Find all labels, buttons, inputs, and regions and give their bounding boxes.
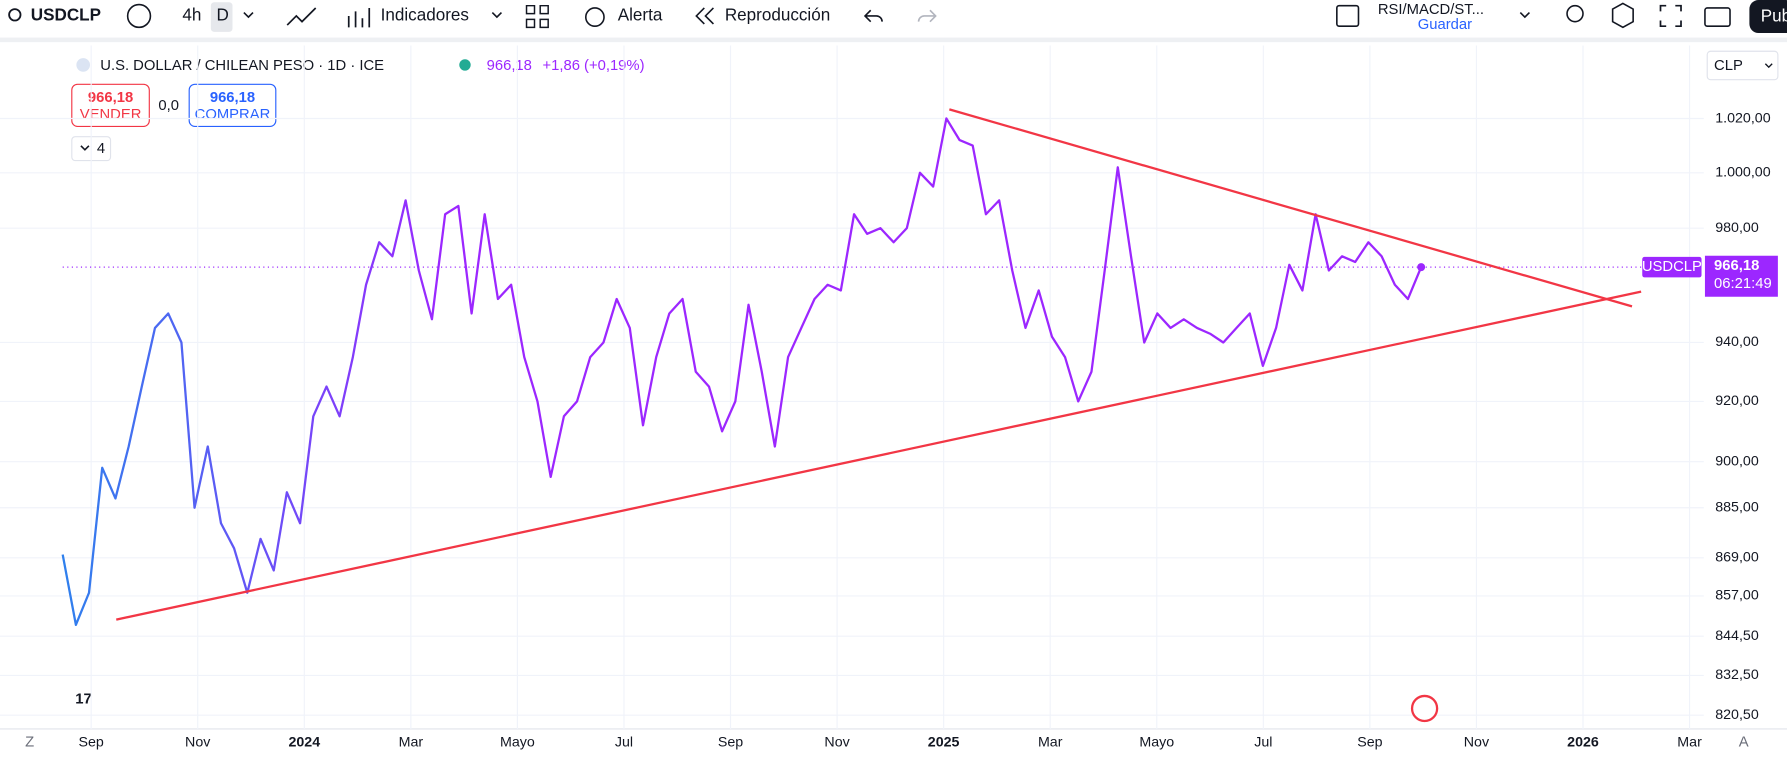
add-symbol[interactable] xyxy=(126,3,152,29)
x-tick-label: Sep xyxy=(718,734,743,750)
undo[interactable] xyxy=(863,9,883,23)
y-tick-label: 820,50 xyxy=(1715,707,1759,723)
x-tick-label: Sep xyxy=(79,734,104,750)
snapshot[interactable] xyxy=(1704,7,1731,27)
buy-label[interactable]: COMPRAR xyxy=(195,107,271,123)
x-tick-label: Mar xyxy=(399,734,424,750)
legend-title: U.S. DOLLAR / CHILEAN PESO · 1D · ICE xyxy=(100,58,384,74)
dropdown[interactable] xyxy=(1519,11,1530,19)
x-tick-label: 2024 xyxy=(288,734,320,750)
x-tick-label: Sep xyxy=(1357,734,1382,750)
x-tick-label: 2026 xyxy=(1567,734,1599,750)
x-tick-label: Jul xyxy=(615,734,633,750)
layouts-icon[interactable] xyxy=(525,4,549,29)
indicator-count[interactable]: 4 xyxy=(97,141,105,157)
plot: 1.020,00 1.000,00 980,00 940,00 920,00 900,00… xyxy=(0,45,1778,750)
toolbar-divider xyxy=(0,37,1787,43)
interval[interactable]: D xyxy=(217,5,229,24)
trend-line[interactable] xyxy=(116,290,1642,621)
replay-icon[interactable] xyxy=(695,7,714,25)
y-tick-label: 844,50 xyxy=(1715,628,1759,644)
symbol[interactable]: USDCLP xyxy=(31,5,101,24)
y-tick-label: 920,00 xyxy=(1715,393,1759,409)
x-tick-label: Mar xyxy=(1677,734,1702,750)
event-flag[interactable] xyxy=(1410,694,1439,723)
x-tick-label: Mar xyxy=(1038,734,1063,750)
price-tag xyxy=(1704,255,1778,297)
quick-search[interactable] xyxy=(1566,4,1584,23)
x-tick-label: Nov xyxy=(824,734,850,750)
toolbar xyxy=(0,0,1787,35)
buy-button[interactable] xyxy=(188,83,277,127)
replay[interactable]: Reproducción xyxy=(725,5,830,24)
bottom-left-button[interactable]: Z xyxy=(25,735,34,751)
trend-line[interactable] xyxy=(949,108,1633,308)
dropdown xyxy=(1764,63,1773,69)
x-tick-label: Jul xyxy=(1254,734,1272,750)
layout-icon[interactable] xyxy=(1336,4,1360,27)
series-tag-label: USDCLP xyxy=(1642,259,1702,275)
y-tick-label: 900,00 xyxy=(1715,453,1759,469)
y-tick-label: 857,00 xyxy=(1715,588,1759,604)
y-tick-label: 1.000,00 xyxy=(1715,165,1771,181)
x-tick-label: Mayo xyxy=(500,734,535,750)
dropdown[interactable] xyxy=(243,11,254,19)
alert[interactable]: Alerta xyxy=(618,5,663,24)
y-tick-label: 869,00 xyxy=(1715,550,1759,566)
sell-label[interactable]: VENDER xyxy=(80,107,142,123)
y-tick-label: 885,00 xyxy=(1715,500,1759,516)
series-tag xyxy=(1642,256,1702,278)
spread: 0,0 xyxy=(158,98,179,114)
tv-logo: 17 xyxy=(75,691,91,707)
redo[interactable] xyxy=(917,9,937,23)
interval[interactable]: 4h xyxy=(182,5,201,24)
y-tick-label: 1.020,00 xyxy=(1715,110,1771,126)
x-tick-label: Nov xyxy=(1464,734,1490,750)
price-tag-value: 966,18 xyxy=(1714,258,1759,274)
y-tick-label: 832,50 xyxy=(1715,667,1759,683)
y-tick-label: 940,00 xyxy=(1715,334,1759,350)
currency-select[interactable] xyxy=(1706,50,1779,81)
sell-price[interactable]: 966,18 xyxy=(88,90,133,106)
dropdown[interactable] xyxy=(491,11,503,19)
symbol-flag xyxy=(76,58,91,72)
alert-icon[interactable] xyxy=(584,7,605,27)
publish[interactable]: Pub xyxy=(1761,7,1787,26)
save[interactable]: Guardar xyxy=(1418,17,1472,33)
buy-price[interactable]: 966,18 xyxy=(210,90,255,106)
settings[interactable] xyxy=(1611,2,1634,29)
countdown: 06:21:49 xyxy=(1714,276,1772,292)
x-tick-label: Nov xyxy=(185,734,211,750)
chevron xyxy=(80,145,90,151)
search-icon[interactable] xyxy=(8,8,22,22)
fullscreen[interactable] xyxy=(1659,4,1682,28)
legend-price: 966,18 xyxy=(487,58,532,74)
publish-button[interactable] xyxy=(1749,0,1787,34)
layout-name[interactable]: RSI/MACD/ST... xyxy=(1378,2,1484,18)
x-tick-label: 2025 xyxy=(928,734,960,750)
market-status xyxy=(459,59,471,71)
y-tick-label: 980,00 xyxy=(1715,220,1759,236)
indicators[interactable]: Indicadores xyxy=(381,5,469,24)
chart-type[interactable] xyxy=(286,7,317,26)
x-tick-label: Mayo xyxy=(1139,734,1174,750)
interval-active xyxy=(210,2,233,32)
bottom-right-button[interactable]: A xyxy=(1739,735,1749,751)
currency[interactable]: CLP xyxy=(1714,58,1743,74)
legend-change: +1,86 (+0,19%) xyxy=(542,58,644,74)
price-line xyxy=(61,117,1423,627)
indicators-icon[interactable] xyxy=(347,7,371,28)
